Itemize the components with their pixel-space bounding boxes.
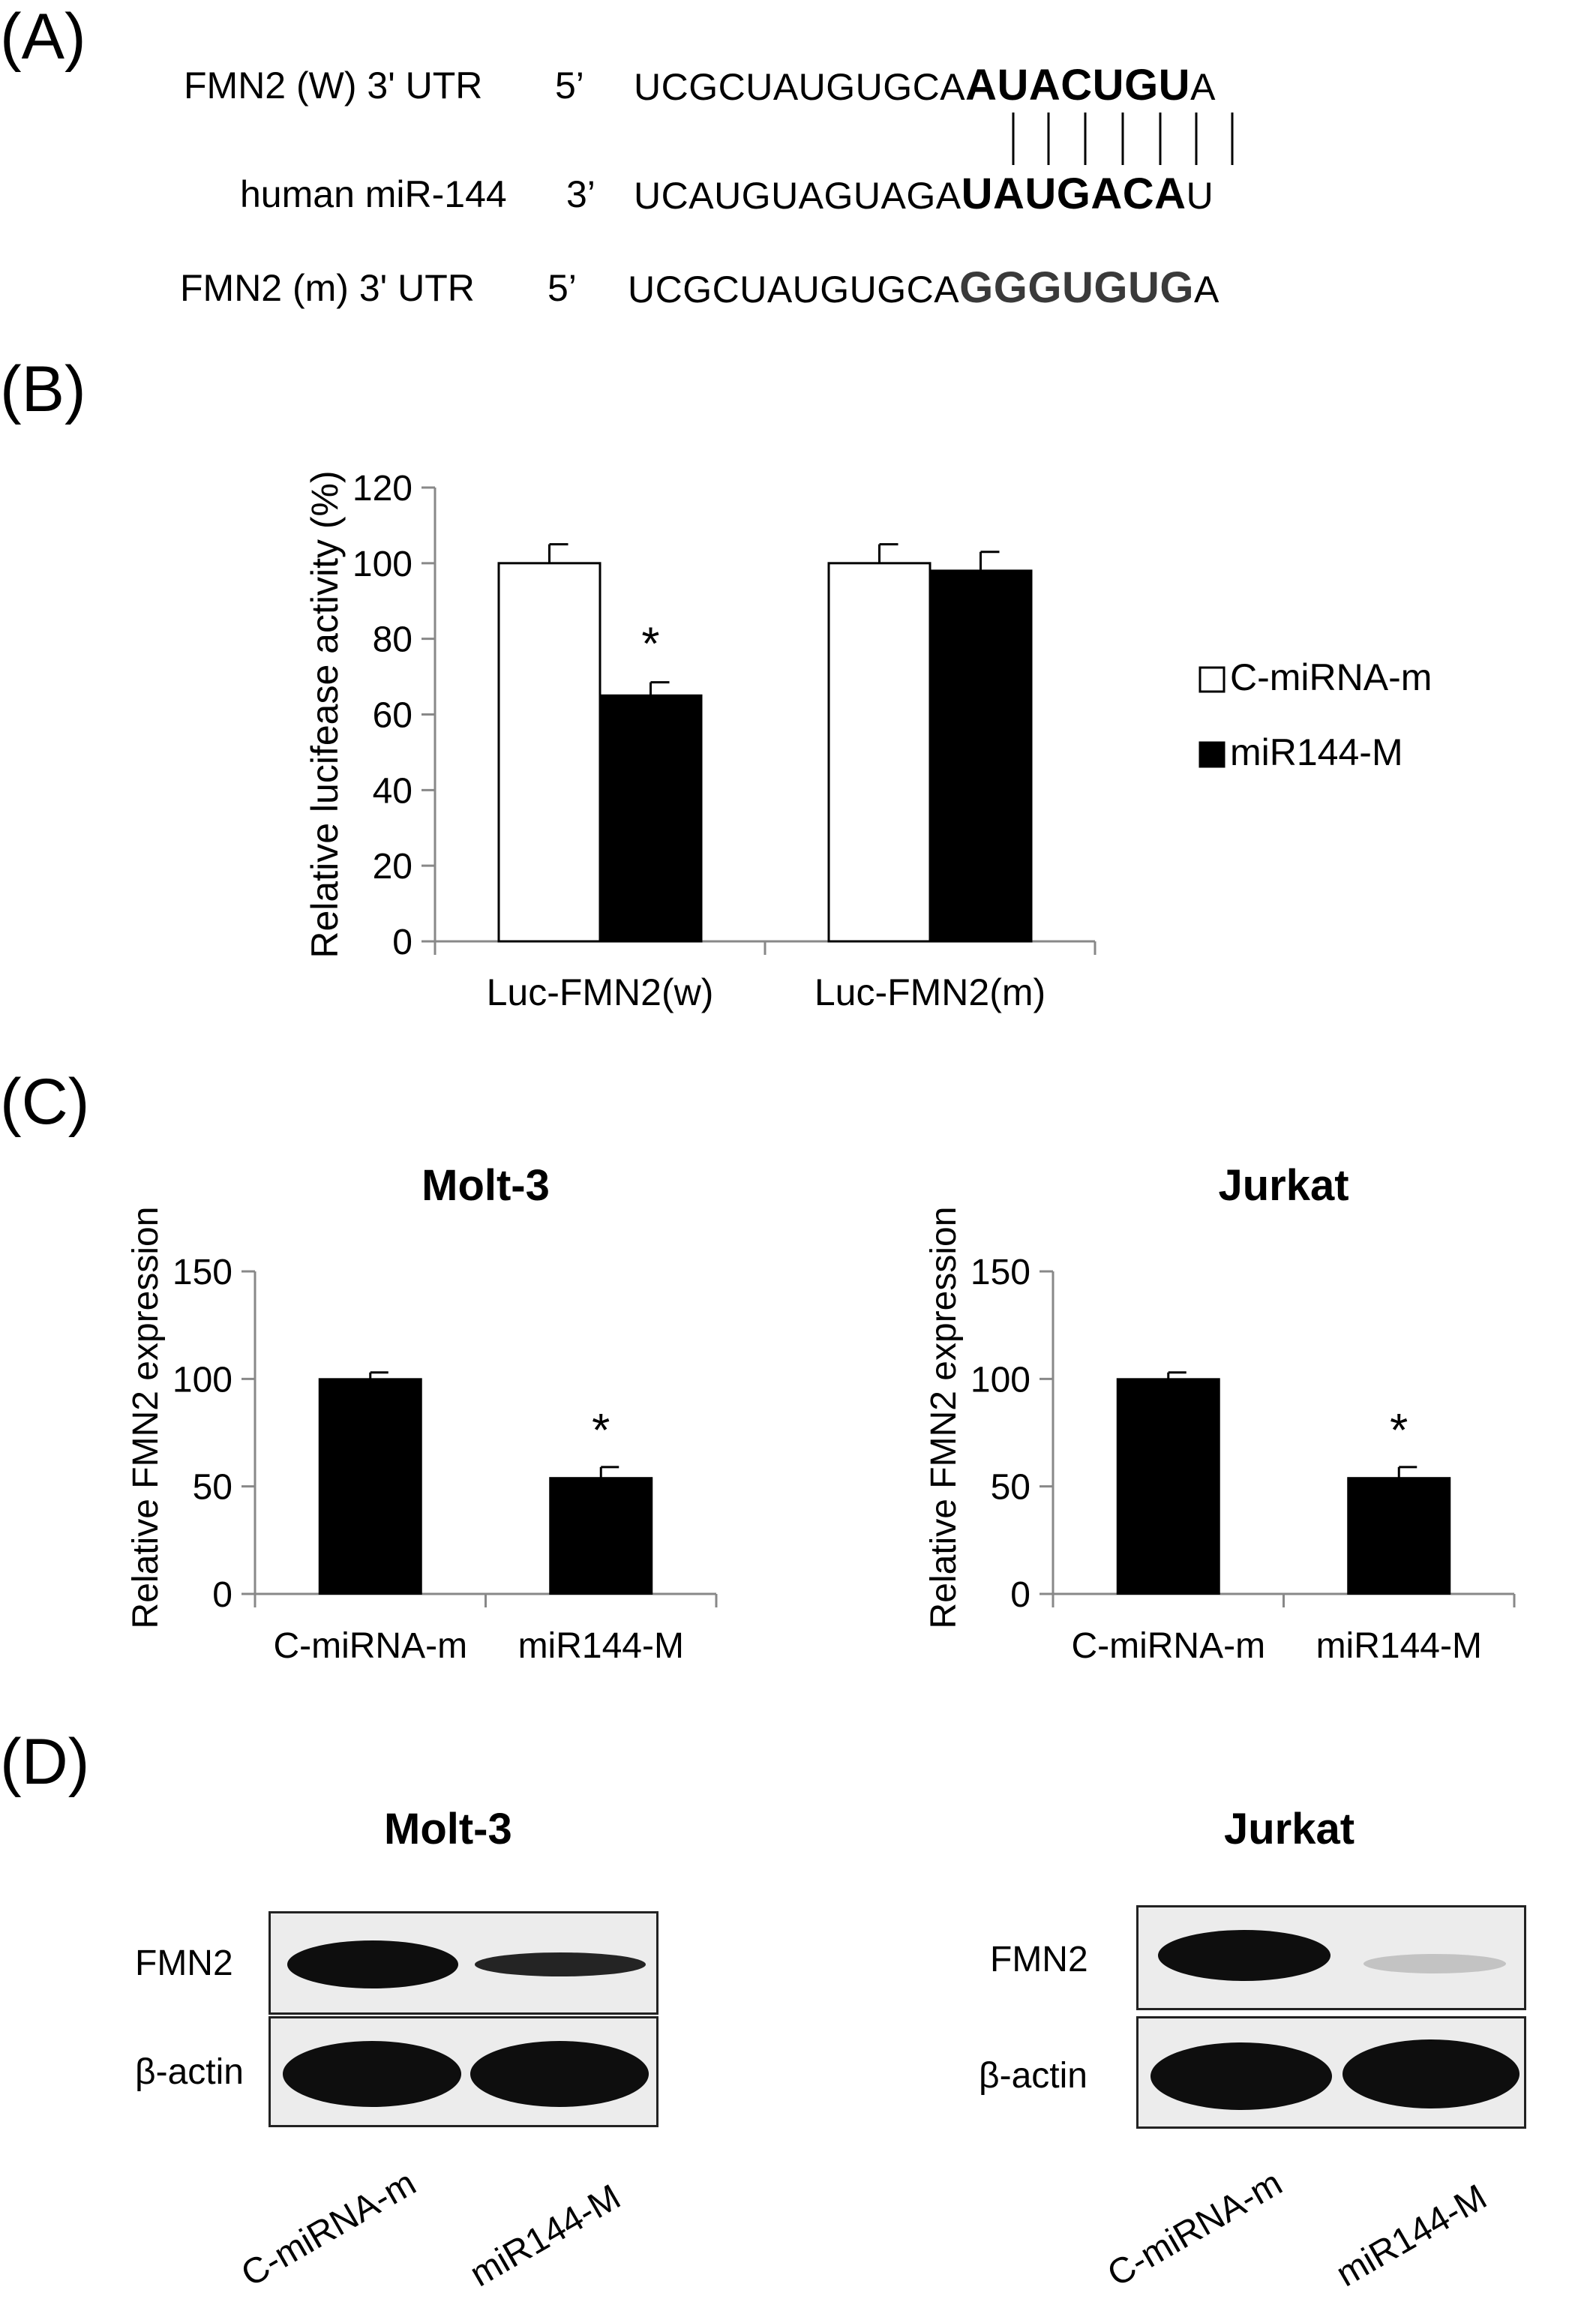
band-actin-m-molt3 bbox=[470, 2041, 649, 2107]
lane-label-c-jurkat: C-miRNA-m bbox=[1101, 2162, 1289, 2295]
seq-mut: UCGCUAUGUGCAGGGUGUGA bbox=[628, 263, 1220, 313]
pairing-lines bbox=[1012, 113, 1234, 165]
legend-label: miR144-M bbox=[1230, 731, 1403, 773]
seq-mir: UCAUGUAGUAGAUAUGACAU bbox=[634, 169, 1214, 219]
y-tick-label: 150 bbox=[970, 1253, 1030, 1292]
seq-mut-suffix: A bbox=[1193, 269, 1220, 311]
significance-marker: * bbox=[641, 619, 659, 671]
bar bbox=[549, 1477, 653, 1595]
band-actin-m-jurkat bbox=[1342, 2039, 1520, 2108]
bar bbox=[1347, 1477, 1451, 1595]
bar bbox=[928, 569, 1033, 943]
band-actin-c-jurkat bbox=[1150, 2042, 1332, 2110]
seq-wild: UCGCUAUGUGCAAUACUGUA bbox=[634, 60, 1216, 110]
y-tick-label: 20 bbox=[373, 847, 412, 887]
seq-end-mir: 3’ bbox=[566, 173, 596, 215]
panel-label-a: (A) bbox=[0, 1, 86, 73]
bar bbox=[318, 1378, 422, 1595]
significance-marker: * bbox=[1390, 1405, 1408, 1457]
legend-label: C-miRNA-m bbox=[1230, 656, 1432, 698]
seq-label-wild: FMN2 (W) 3' UTR bbox=[184, 65, 483, 107]
blot-title-molt3: Molt-3 bbox=[384, 1805, 512, 1853]
bar bbox=[598, 694, 703, 943]
blot-row-label-actin-jurkat: β-actin bbox=[979, 2056, 1088, 2096]
y-tick-label: 50 bbox=[991, 1468, 1030, 1508]
bar bbox=[497, 562, 602, 943]
y-tick-label: 40 bbox=[373, 771, 412, 811]
seq-label-mut: FMN2 (m) 3' UTR bbox=[180, 267, 475, 309]
lane-label-m-molt3: miR144-M bbox=[464, 2177, 628, 2295]
y-tick-label: 80 bbox=[373, 620, 412, 660]
y-tick-label: 150 bbox=[172, 1253, 232, 1292]
blot-strip-fmn2-molt3 bbox=[268, 1911, 658, 2015]
x-category-label: C-miRNA-m bbox=[1071, 1626, 1265, 1665]
blot-strip-fmn2-jurkat bbox=[1136, 1905, 1526, 2010]
x-category-label: miR144-M bbox=[518, 1626, 684, 1665]
x-category-label: Luc-FMN2(m) bbox=[814, 971, 1046, 1013]
y-axis-label: Relative FMN2 expression bbox=[126, 1207, 166, 1629]
legend-swatch bbox=[1198, 666, 1226, 693]
band-actin-c-molt3 bbox=[283, 2041, 461, 2107]
blot-strip-actin-jurkat bbox=[1136, 2016, 1526, 2129]
chart-title: Jurkat bbox=[1218, 1161, 1348, 1210]
y-tick-label: 0 bbox=[392, 923, 412, 962]
seq-label-mir: human miR-144 bbox=[240, 173, 507, 215]
band-fmn2-m-molt3 bbox=[475, 1952, 646, 1976]
y-tick-label: 100 bbox=[352, 545, 412, 584]
y-axis-label: Relative lucifease activity (%) bbox=[304, 470, 346, 958]
y-tick-label: 0 bbox=[1010, 1575, 1030, 1615]
seq-end-wild: 5’ bbox=[555, 65, 584, 107]
lane-label-c-molt3: C-miRNA-m bbox=[235, 2162, 423, 2295]
band-fmn2-m-jurkat bbox=[1364, 1954, 1506, 1973]
panel-label-c: (C) bbox=[0, 1066, 90, 1138]
y-tick-label: 100 bbox=[970, 1360, 1030, 1400]
lane-label-m-jurkat: miR144-M bbox=[1330, 2177, 1494, 2295]
y-tick-label: 120 bbox=[352, 469, 412, 509]
panel-label-b: (B) bbox=[0, 353, 86, 425]
blot-strip-actin-molt3 bbox=[268, 2016, 658, 2127]
legend-swatch bbox=[1198, 741, 1226, 768]
seq-wild-prefix: UCGCUAUGUGCA bbox=[634, 66, 966, 108]
y-tick-label: 100 bbox=[172, 1360, 232, 1400]
blot-row-label-fmn2-molt3: FMN2 bbox=[135, 1943, 233, 1983]
y-tick-label: 60 bbox=[373, 696, 412, 736]
seq-end-mut: 5’ bbox=[548, 267, 577, 309]
blot-title-jurkat: Jurkat bbox=[1224, 1805, 1355, 1853]
seq-mir-suffix: U bbox=[1186, 175, 1214, 217]
x-category-label: C-miRNA-m bbox=[273, 1626, 467, 1665]
bar bbox=[827, 562, 932, 943]
bar bbox=[1116, 1378, 1220, 1595]
x-category-label: Luc-FMN2(w) bbox=[487, 971, 714, 1013]
band-fmn2-c-molt3 bbox=[287, 1940, 458, 1988]
x-category-label: miR144-M bbox=[1316, 1626, 1482, 1665]
blot-row-label-fmn2-jurkat: FMN2 bbox=[990, 1940, 1088, 1979]
blot-row-label-actin-molt3: β-actin bbox=[135, 2052, 244, 2092]
seq-wild-site: AUACUGU bbox=[965, 61, 1191, 110]
significance-marker: * bbox=[592, 1405, 610, 1457]
seq-mir-site: UAUGACA bbox=[961, 170, 1186, 218]
panel-label-d: (D) bbox=[0, 1726, 90, 1798]
y-axis-label: Relative FMN2 expression bbox=[924, 1207, 964, 1629]
chart-title: Molt-3 bbox=[422, 1161, 550, 1210]
y-tick-label: 50 bbox=[193, 1468, 232, 1508]
seq-mut-prefix: UCGCUAUGUGCA bbox=[628, 269, 960, 311]
seq-mir-prefix: UCAUGUAGUAGA bbox=[634, 175, 962, 217]
seq-mut-site: GGGUGUG bbox=[959, 263, 1194, 312]
band-fmn2-c-jurkat bbox=[1158, 1930, 1330, 1981]
seq-wild-suffix: A bbox=[1190, 66, 1216, 108]
y-tick-label: 0 bbox=[212, 1575, 232, 1615]
